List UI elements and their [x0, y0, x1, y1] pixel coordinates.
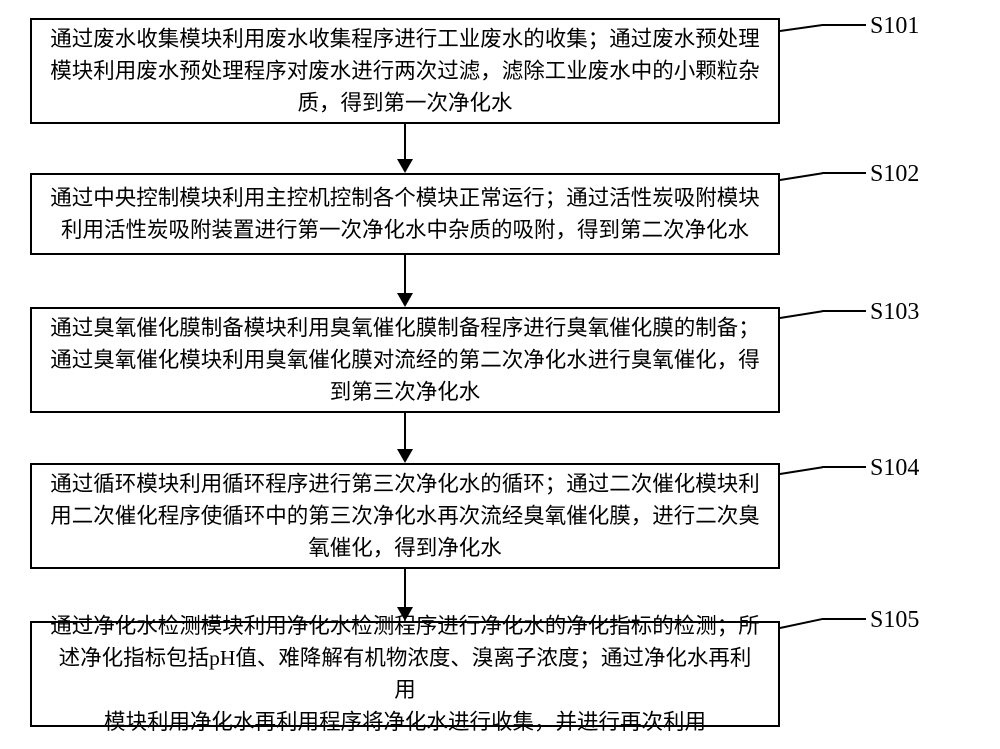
step-label-s104: S104 — [870, 455, 919, 482]
arrow-down-icon — [397, 159, 413, 173]
step-text: 通过废水收集模块利用废水收集程序进行工业废水的收集；通过废水预处理 模块利用废水… — [50, 23, 760, 120]
step-text: 通过中央控制模块利用主控机控制各个模块正常运行；通过活性炭吸附模块 利用活性炭吸… — [50, 182, 760, 247]
lead-horizontal — [822, 310, 866, 312]
lead-horizontal — [822, 172, 866, 174]
lead-diagonal — [780, 310, 823, 319]
flowchart-canvas: 通过废水收集模块利用废水收集程序进行工业废水的收集；通过废水预处理 模块利用废水… — [0, 0, 1000, 749]
arrow-line — [404, 569, 406, 607]
lead-diagonal — [780, 618, 822, 629]
step-box-s104: 通过循环模块利用循环程序进行第三次净化水的循环；通过二次催化模块利 用二次催化程… — [30, 463, 780, 569]
lead-diagonal — [780, 466, 823, 475]
step-text: 通过净化水检测模块利用净化水检测程序进行净化水的净化指标的检测；所 述净化指标包… — [50, 610, 760, 739]
arrow-down-icon — [397, 293, 413, 307]
step-label-s103: S103 — [870, 299, 919, 326]
step-box-s102: 通过中央控制模块利用主控机控制各个模块正常运行；通过活性炭吸附模块 利用活性炭吸… — [30, 173, 780, 255]
lead-horizontal — [822, 466, 866, 468]
arrow-down-icon — [397, 607, 413, 621]
step-box-s103: 通过臭氧催化膜制备模块利用臭氧催化膜制备程序进行臭氧催化膜的制备； 通过臭氧催化… — [30, 307, 780, 413]
step-text: 通过循环模块利用循环程序进行第三次净化水的循环；通过二次催化模块利 用二次催化程… — [50, 468, 760, 565]
step-box-s105: 通过净化水检测模块利用净化水检测程序进行净化水的净化指标的检测；所 述净化指标包… — [30, 621, 780, 727]
lead-horizontal — [822, 24, 866, 26]
step-label-s105: S105 — [870, 607, 919, 634]
arrow-down-icon — [397, 449, 413, 463]
lead-horizontal — [822, 618, 866, 620]
step-text: 通过臭氧催化膜制备模块利用臭氧催化膜制备程序进行臭氧催化膜的制备； 通过臭氧催化… — [50, 312, 760, 409]
lead-diagonal — [780, 24, 823, 32]
step-label-s101: S101 — [870, 13, 919, 40]
step-box-s101: 通过废水收集模块利用废水收集程序进行工业废水的收集；通过废水预处理 模块利用废水… — [30, 18, 780, 124]
step-label-s102: S102 — [870, 161, 919, 188]
arrow-line — [404, 413, 406, 449]
arrow-line — [404, 124, 406, 159]
arrow-line — [404, 255, 406, 293]
lead-diagonal — [780, 172, 823, 181]
